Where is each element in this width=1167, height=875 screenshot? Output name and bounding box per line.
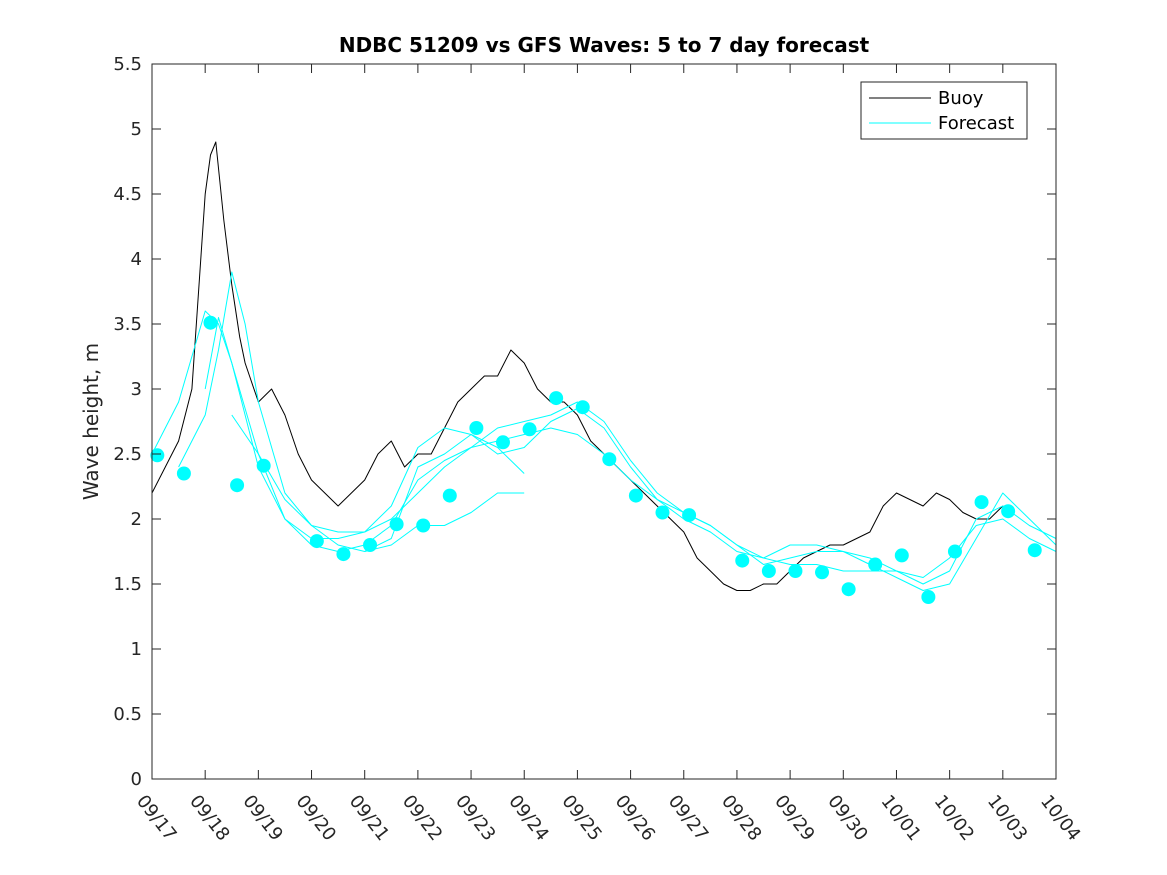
y-tick-label: 5 — [131, 119, 142, 140]
forecast-marker — [655, 505, 670, 520]
forecast-marker — [495, 435, 510, 450]
forecast-marker — [549, 391, 564, 406]
y-axis: 0 0.5 1 1.5 2 2.5 3 3.5 4 4.5 5 5.5 — [113, 54, 1056, 790]
forecast-marker — [735, 553, 750, 568]
forecast-marker — [974, 495, 989, 510]
forecast-marker — [628, 488, 643, 503]
y-tick-label: 1.5 — [113, 574, 142, 595]
forecast-marker — [442, 488, 457, 503]
forecast-marker — [841, 582, 856, 597]
forecast-marker — [894, 548, 909, 563]
y-axis-label: Wave height, m — [79, 343, 103, 500]
forecast-marker — [1001, 504, 1016, 519]
forecast-marker — [336, 547, 351, 562]
forecast-marker — [176, 466, 191, 481]
forecast-marker — [602, 452, 617, 467]
forecast-marker — [203, 315, 218, 330]
forecast-series-line-4 — [231, 414, 525, 552]
forecast-marker — [682, 508, 697, 523]
legend: Buoy Forecast — [860, 81, 1028, 140]
forecast-marker — [575, 400, 590, 415]
y-tick-label: 3 — [131, 379, 142, 400]
forecast-marker — [363, 538, 378, 552]
y-tick-label: 0.5 — [113, 704, 142, 725]
marker-layer — [150, 315, 1042, 604]
legend-label-forecast: Forecast — [938, 113, 1014, 134]
forecast-marker — [309, 534, 324, 549]
forecast-marker — [761, 564, 776, 578]
y-tick-label: 2.5 — [113, 444, 142, 465]
legend-box — [860, 81, 1028, 140]
y-tick-label: 4 — [131, 249, 142, 270]
forecast-marker — [256, 458, 271, 473]
y-tick-label: 0 — [131, 769, 142, 790]
y-tick-label: 4.5 — [113, 184, 142, 205]
y-tick-label: 5.5 — [113, 54, 142, 75]
forecast-marker — [1027, 543, 1042, 558]
y-tick-label: 3.5 — [113, 314, 142, 335]
chart-title: NDBC 51209 vs GFS Waves: 5 to 7 day fore… — [339, 33, 870, 57]
y-tick-label: 1 — [131, 639, 142, 660]
forecast-series-line-5 — [364, 492, 525, 552]
forecast-marker — [815, 565, 830, 580]
forecast-marker — [389, 517, 404, 532]
y-tick-label: 2 — [131, 509, 142, 530]
plot-frame — [151, 63, 1057, 780]
forecast-series-line-3 — [204, 317, 1057, 591]
forecast-marker — [469, 421, 484, 435]
forecast-marker — [416, 518, 431, 533]
forecast-marker — [788, 564, 803, 578]
forecast-marker — [921, 590, 936, 604]
legend-label-buoy: Buoy — [938, 88, 984, 109]
forecast-marker — [522, 422, 537, 437]
forecast-series-line-1 — [151, 310, 1057, 578]
forecast-marker — [150, 448, 165, 463]
forecast-marker — [230, 478, 245, 493]
forecast-marker — [947, 544, 962, 559]
forecast-series-line-2 — [178, 271, 1057, 585]
forecast-marker — [868, 557, 883, 572]
